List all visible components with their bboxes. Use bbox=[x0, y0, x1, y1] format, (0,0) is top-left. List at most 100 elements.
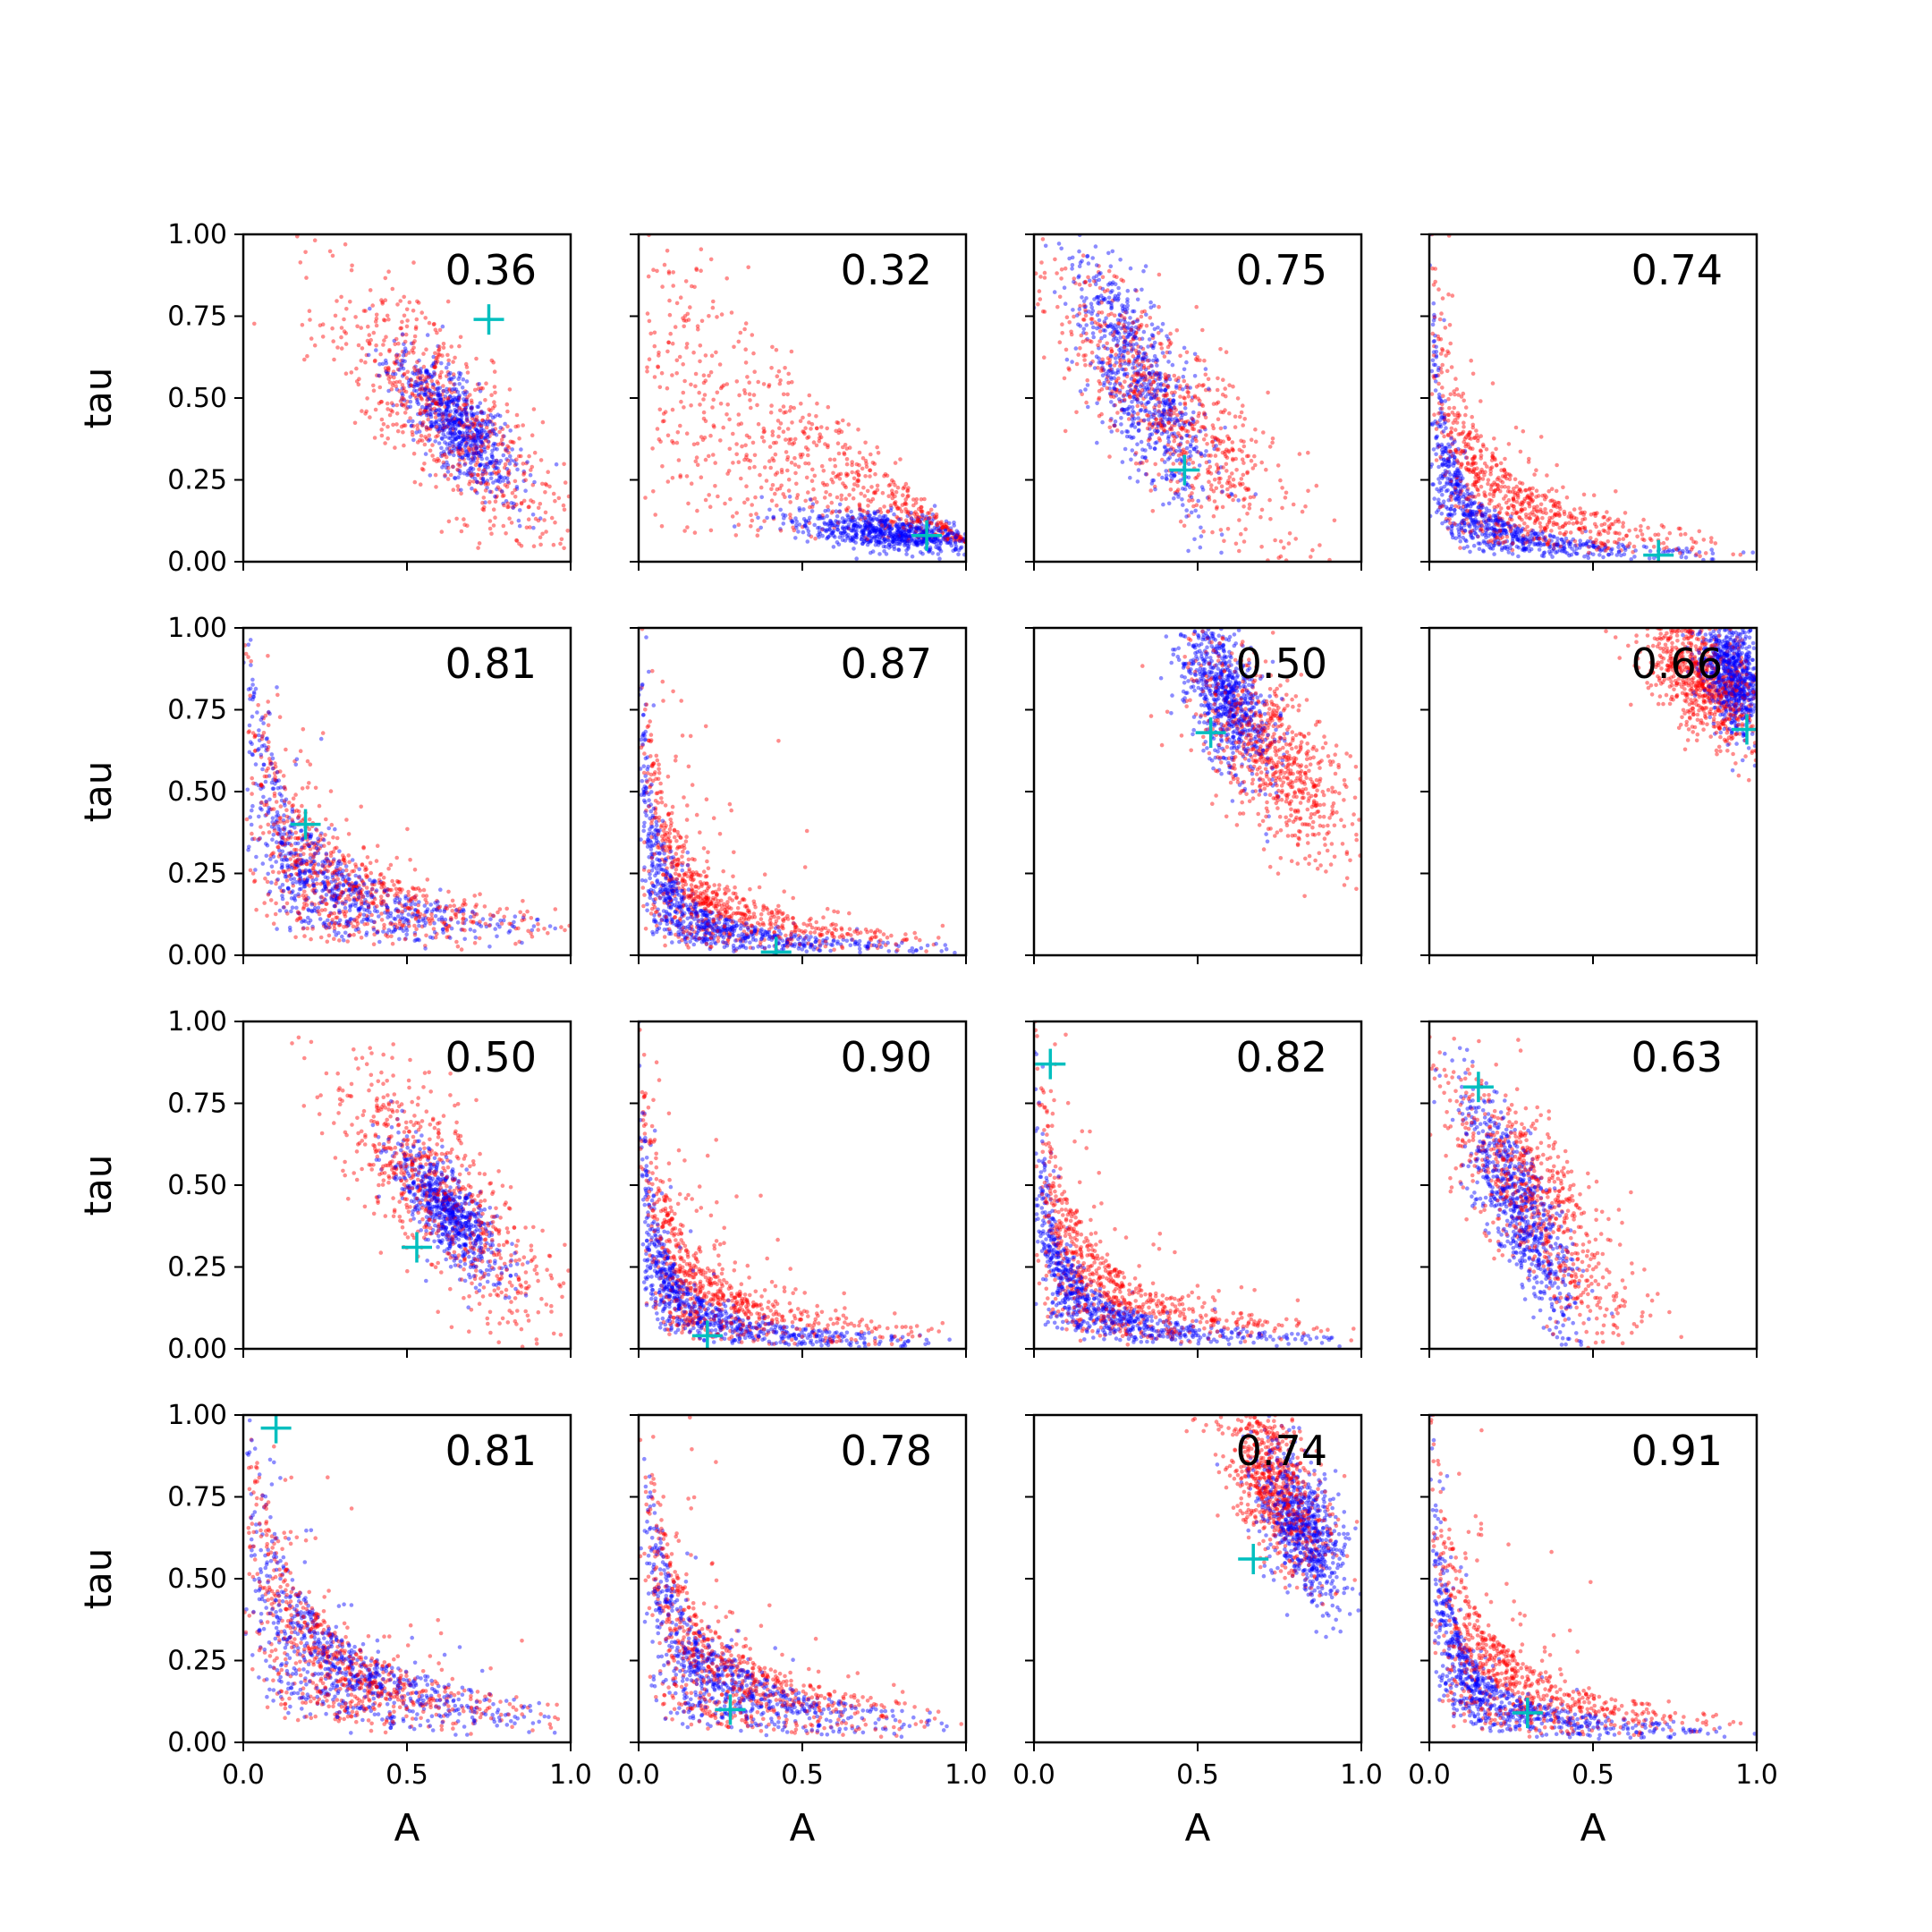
point-red bbox=[841, 445, 845, 450]
point-blue bbox=[1509, 542, 1513, 547]
point-red bbox=[954, 537, 960, 542]
point-red bbox=[463, 361, 469, 367]
point-red bbox=[851, 496, 856, 501]
point-blue bbox=[912, 538, 917, 543]
point-red bbox=[1247, 502, 1252, 507]
point-blue bbox=[936, 528, 941, 533]
point-red bbox=[1197, 411, 1201, 416]
point-blue bbox=[910, 538, 915, 543]
point-red bbox=[656, 365, 660, 369]
point-red bbox=[1569, 514, 1573, 519]
point-red bbox=[1173, 490, 1178, 496]
point-red bbox=[1470, 425, 1476, 430]
point-red bbox=[916, 515, 921, 521]
point-blue bbox=[1159, 412, 1164, 418]
point-red bbox=[764, 479, 769, 483]
point-blue bbox=[446, 450, 452, 455]
point-red bbox=[689, 403, 693, 408]
point-blue bbox=[452, 395, 456, 400]
point-red bbox=[455, 484, 461, 488]
point-blue bbox=[1129, 377, 1134, 381]
point-blue bbox=[1670, 548, 1674, 554]
point-red bbox=[533, 516, 538, 521]
point-blue bbox=[1108, 322, 1114, 326]
point-red bbox=[835, 521, 841, 525]
point-blue bbox=[862, 522, 868, 528]
point-blue bbox=[759, 495, 764, 500]
point-red bbox=[453, 389, 458, 394]
point-red bbox=[1185, 429, 1191, 434]
point-blue bbox=[886, 521, 890, 526]
point-red bbox=[394, 360, 398, 365]
point-blue bbox=[1444, 504, 1449, 510]
point-red bbox=[906, 511, 911, 515]
point-blue bbox=[1102, 380, 1106, 386]
point-red bbox=[914, 527, 919, 531]
point-blue bbox=[1552, 535, 1556, 539]
point-blue bbox=[945, 533, 950, 538]
point-red bbox=[494, 495, 498, 500]
point-red bbox=[1453, 392, 1457, 397]
point-red bbox=[868, 468, 873, 472]
point-red bbox=[427, 320, 432, 326]
point-red bbox=[1534, 488, 1539, 493]
point-red bbox=[1470, 414, 1474, 419]
point-blue bbox=[499, 475, 504, 479]
point-red bbox=[899, 509, 904, 513]
point-red bbox=[421, 352, 426, 356]
point-red bbox=[486, 445, 490, 451]
point-red bbox=[386, 365, 391, 370]
point-red bbox=[1119, 314, 1124, 318]
point-red bbox=[826, 504, 830, 509]
point-blue bbox=[916, 541, 921, 546]
point-red bbox=[1481, 444, 1486, 449]
point-red bbox=[1134, 383, 1140, 388]
point-blue bbox=[826, 535, 830, 539]
point-red bbox=[1148, 375, 1153, 379]
point-red bbox=[1282, 546, 1286, 550]
point-blue bbox=[1077, 307, 1082, 311]
point-blue bbox=[1122, 324, 1127, 329]
point-blue bbox=[1151, 343, 1156, 349]
point-blue bbox=[790, 520, 795, 525]
point-red bbox=[856, 472, 861, 478]
point-red bbox=[448, 472, 453, 478]
point-red bbox=[343, 371, 349, 377]
point-red bbox=[343, 331, 349, 335]
point-red bbox=[1230, 471, 1234, 476]
point-blue bbox=[1449, 436, 1453, 441]
point-red bbox=[517, 541, 521, 547]
point-blue bbox=[472, 455, 477, 461]
point-red bbox=[1112, 423, 1116, 428]
point-blue bbox=[458, 371, 463, 377]
point-red bbox=[1606, 524, 1612, 529]
point-blue bbox=[1135, 380, 1140, 386]
point-red bbox=[507, 516, 512, 521]
point-red bbox=[1183, 419, 1189, 425]
point-red bbox=[647, 318, 652, 324]
point-red bbox=[886, 523, 890, 529]
point-red bbox=[870, 496, 876, 502]
point-blue bbox=[1141, 268, 1146, 274]
point-red bbox=[1667, 530, 1673, 536]
point-blue bbox=[1181, 374, 1186, 379]
point-blue bbox=[886, 533, 891, 538]
point-red bbox=[407, 300, 412, 305]
point-blue bbox=[946, 532, 951, 538]
point-red bbox=[1436, 336, 1441, 342]
point-blue bbox=[1153, 441, 1157, 445]
point-red bbox=[1192, 395, 1198, 400]
point-blue bbox=[1153, 388, 1157, 394]
point-blue bbox=[801, 530, 806, 535]
point-red bbox=[513, 487, 518, 493]
point-blue bbox=[1539, 531, 1545, 537]
point-blue bbox=[929, 539, 935, 544]
point-red bbox=[298, 260, 303, 265]
point-blue bbox=[1117, 356, 1122, 360]
point-blue bbox=[804, 520, 809, 525]
point-red bbox=[1451, 420, 1456, 426]
point-blue bbox=[938, 538, 944, 543]
point-red bbox=[876, 509, 880, 514]
point-blue bbox=[1141, 352, 1146, 357]
point-red bbox=[818, 432, 822, 437]
